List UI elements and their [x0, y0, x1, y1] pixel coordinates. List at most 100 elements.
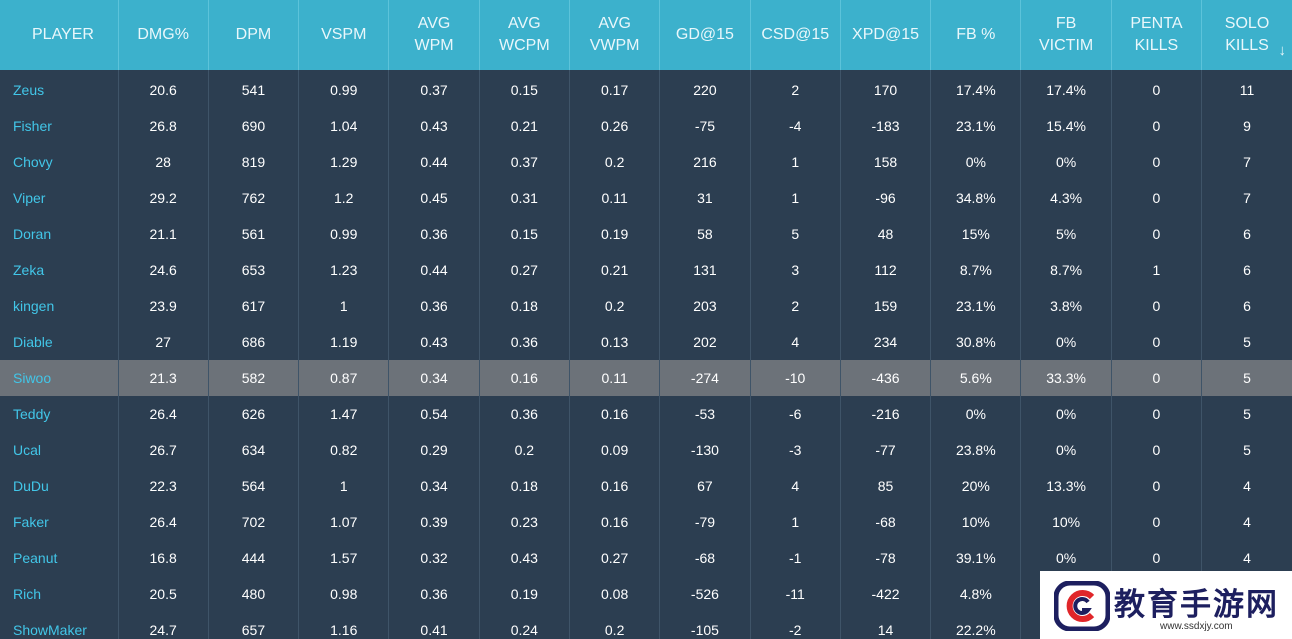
- stat-cell-fb-pct: 10%: [930, 504, 1022, 540]
- stat-cell-dmg-pct: 24.6: [118, 252, 209, 288]
- stat-cell-fb-victim: 0%: [1020, 144, 1112, 180]
- stat-cell-vspm: 1.07: [298, 504, 390, 540]
- stat-cell-csd15: 3: [750, 252, 841, 288]
- player-name-link[interactable]: Viper: [0, 180, 119, 216]
- stat-cell-penta-kills: 0: [1111, 540, 1203, 576]
- stat-cell-fb-pct: 39.1%: [930, 540, 1022, 576]
- stat-cell-fb-pct: 4.8%: [930, 576, 1022, 612]
- stat-cell-avg-vwpm: 0.19: [569, 216, 661, 252]
- stat-cell-vspm: 1.2: [298, 180, 390, 216]
- table-row[interactable]: DuDu 22.3 564 1 0.34 0.18 0.16 67 4 85 20% 13.3% 0 4: [0, 468, 1292, 504]
- stat-cell-avg-wpm: 0.37: [388, 70, 480, 108]
- stat-cell-solo-kills: 5: [1243, 406, 1251, 422]
- column-header-vspm[interactable]: VSPM: [298, 0, 390, 70]
- player-name-link[interactable]: Teddy: [0, 396, 119, 432]
- table-row[interactable]: Zeus 20.6 541 0.99 0.37 0.15 0.17 220 2 170 17.4% 1…: [0, 70, 1292, 108]
- player-name-link[interactable]: Faker: [0, 504, 119, 540]
- player-name-link[interactable]: Rich: [0, 576, 119, 612]
- table-row[interactable]: Chovy 28 819 1.29 0.44 0.37 0.2 216 1 158 0% 0% 0 7: [0, 144, 1292, 180]
- stat-cell-gd15: -68: [659, 540, 751, 576]
- column-header-player[interactable]: PLAYER: [0, 0, 119, 70]
- stat-cell-fb-victim: 10%: [1020, 504, 1112, 540]
- column-header-avg-wpm[interactable]: AVG WPM: [388, 0, 480, 70]
- stat-cell-avg-wcpm: 0.36: [479, 396, 570, 432]
- column-header-dmg-pct[interactable]: DMG%: [118, 0, 209, 70]
- column-header-fb-pct[interactable]: FB %: [930, 0, 1022, 70]
- stat-cell-avg-vwpm: 0.16: [569, 396, 661, 432]
- stat-cell-dpm: 657: [208, 612, 300, 639]
- site-logo-icon: [1054, 581, 1110, 631]
- stat-cell-penta-kills: 0: [1111, 504, 1203, 540]
- table-row[interactable]: Diable 27 686 1.19 0.43 0.36 0.13 202 4 234 30.8% 0…: [0, 324, 1292, 360]
- stat-cell-gd15: -75: [659, 108, 751, 144]
- player-name-link[interactable]: ShowMaker: [0, 612, 119, 639]
- player-name-link[interactable]: Peanut: [0, 540, 119, 576]
- stat-cell-penta-kills: 0: [1111, 324, 1203, 360]
- stat-cell-dpm: 541: [208, 70, 300, 108]
- player-name-link[interactable]: Ucal: [0, 432, 119, 468]
- column-header-avg-vwpm[interactable]: AVG VWPM: [569, 0, 661, 70]
- stat-cell-dpm: 634: [208, 432, 300, 468]
- stat-cell-penta-kills: 0: [1111, 432, 1203, 468]
- stat-cell-avg-vwpm: 0.11: [569, 360, 661, 396]
- stat-cell-avg-wcpm: 0.23: [479, 504, 570, 540]
- player-name-link[interactable]: Fisher: [0, 108, 119, 144]
- stat-cell-penta-kills: 0: [1111, 360, 1203, 396]
- player-name-link[interactable]: Doran: [0, 216, 119, 252]
- table-row[interactable]: Siwoo 21.3 582 0.87 0.34 0.16 0.11 -274 -10 -436 5…: [0, 360, 1292, 396]
- stat-cell-avg-wpm: 0.43: [388, 108, 480, 144]
- stat-cell-dmg-pct: 22.3: [118, 468, 209, 504]
- stat-cell-xpd15: 234: [840, 324, 932, 360]
- table-row[interactable]: Viper 29.2 762 1.2 0.45 0.31 0.11 31 1 -96 34.8% 4.…: [0, 180, 1292, 216]
- stat-cell-fb-pct: 34.8%: [930, 180, 1022, 216]
- player-name-link[interactable]: Chovy: [0, 144, 119, 180]
- table-row[interactable]: Peanut 16.8 444 1.57 0.32 0.43 0.27 -68 -1 -78 39.…: [0, 540, 1292, 576]
- stat-cell-avg-wcpm: 0.37: [479, 144, 570, 180]
- stat-cell-fb-victim: 15.4%: [1020, 108, 1112, 144]
- stat-cell-xpd15: 85: [840, 468, 932, 504]
- column-header-label: CSD@15: [761, 26, 830, 43]
- stat-cell-fb-pct: 20%: [930, 468, 1022, 504]
- stat-cell-avg-wpm: 0.34: [388, 360, 480, 396]
- table-row[interactable]: Fisher 26.8 690 1.04 0.43 0.21 0.26 -75 -4 -183 23…: [0, 108, 1292, 144]
- stat-cell-avg-wcpm: 0.15: [479, 70, 570, 108]
- column-header-avg-wcpm[interactable]: AVG WCPM: [479, 0, 570, 70]
- stat-cell-fb-victim: 0%: [1020, 396, 1112, 432]
- stat-cell-csd15: 1: [750, 144, 841, 180]
- player-name-link[interactable]: kingen: [0, 288, 119, 324]
- player-name-link[interactable]: Zeus: [0, 70, 119, 108]
- table-row[interactable]: kingen 23.9 617 1 0.36 0.18 0.2 203 2 159 23.1% 3.8…: [0, 288, 1292, 324]
- stat-cell-xpd15: -78: [840, 540, 932, 576]
- stat-cell-dmg-pct: 21.1: [118, 216, 209, 252]
- table-row[interactable]: Faker 26.4 702 1.07 0.39 0.23 0.16 -79 1 -68 10% 10…: [0, 504, 1292, 540]
- stat-cell-avg-vwpm: 0.2: [569, 144, 661, 180]
- stat-cell-csd15: -2: [750, 612, 841, 639]
- stat-cell-vspm: 1.16: [298, 612, 390, 639]
- player-name-link[interactable]: Siwoo: [0, 360, 119, 396]
- table-row[interactable]: Ucal 26.7 634 0.82 0.29 0.2 0.09 -130 -3 -77 23.8%…: [0, 432, 1292, 468]
- player-name-link[interactable]: Zeka: [0, 252, 119, 288]
- column-header-xpd15[interactable]: XPD@15: [840, 0, 932, 70]
- column-header-gd15[interactable]: GD@15: [659, 0, 751, 70]
- column-header-csd15[interactable]: CSD@15: [750, 0, 841, 70]
- column-header-dpm[interactable]: DPM: [208, 0, 300, 70]
- table-row[interactable]: Teddy 26.4 626 1.47 0.54 0.36 0.16 -53 -6 -216 0% 0…: [0, 396, 1292, 432]
- column-header-solo-kills[interactable]: SOLO KILLS ↓: [1201, 0, 1292, 70]
- stat-cell-vspm: 1.47: [298, 396, 390, 432]
- watermark-text: 教育手游网: [1114, 587, 1279, 623]
- stat-cell-dpm: 686: [208, 324, 300, 360]
- stat-cell-xpd15: 48: [840, 216, 932, 252]
- stat-cell-avg-wpm: 0.36: [388, 576, 480, 612]
- stat-cell-dpm: 819: [208, 144, 300, 180]
- table-row[interactable]: ShowMaker 24.7 657 1.16 0.41 0.24 0.2 -105 -2 14 2…: [0, 612, 1292, 639]
- column-header-penta-kills[interactable]: PENTA KILLS: [1111, 0, 1203, 70]
- stat-cell-vspm: 0.99: [298, 70, 390, 108]
- table-row[interactable]: Doran 21.1 561 0.99 0.36 0.15 0.19 58 5 48 15% 5% 0 6: [0, 216, 1292, 252]
- stat-cell-csd15: 1: [750, 504, 841, 540]
- column-header-fb-victim[interactable]: FB VICTIM: [1020, 0, 1112, 70]
- table-row[interactable]: Zeka 24.6 653 1.23 0.44 0.27 0.21 131 3 112 8.7% 8.…: [0, 252, 1292, 288]
- player-name-link[interactable]: DuDu: [0, 468, 119, 504]
- player-name-link[interactable]: Diable: [0, 324, 119, 360]
- stat-cell-avg-wcpm: 0.18: [479, 468, 570, 504]
